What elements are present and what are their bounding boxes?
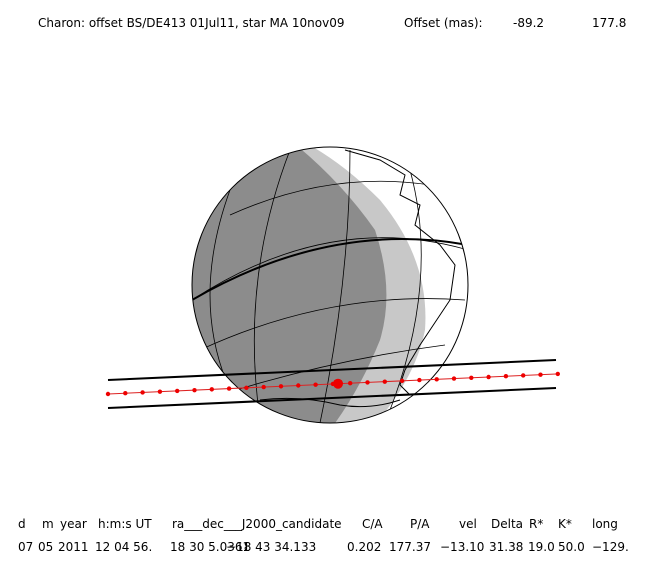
table-cell: −18 43 34.133: [226, 540, 316, 554]
centerline-dots: [105, 371, 560, 397]
path-dot: [486, 374, 491, 380]
path-dot: [209, 387, 214, 392]
path-dot: [434, 377, 439, 382]
path-dot: [192, 387, 197, 393]
path-dot: [451, 376, 457, 381]
table-cell: 07: [18, 540, 33, 554]
table-cell: K*: [558, 517, 572, 531]
coastline-south: [259, 397, 401, 408]
globe: [191, 146, 469, 424]
table-cell: 05: [38, 540, 53, 554]
path-dot: [399, 378, 405, 384]
table-cell: 18 30 5.0361: [170, 540, 250, 554]
night-side: [192, 147, 387, 423]
path-dot: [244, 385, 249, 391]
path-dot: [348, 380, 353, 386]
table-cell: −13.10: [440, 540, 484, 554]
path-limit-south: [107, 387, 557, 409]
table-cell: d: [18, 517, 26, 531]
table-cell: long: [592, 517, 618, 531]
path-dot: [555, 371, 560, 377]
path-dot: [123, 391, 128, 396]
path-dot: [365, 380, 370, 385]
table-cell: R*: [529, 517, 543, 531]
path-dot: [278, 384, 284, 389]
table-cell: C/A: [362, 517, 383, 531]
title-row: Charon: offset BS/DE413 01Jul11, star MA…: [38, 16, 626, 30]
path-dot: [521, 373, 526, 378]
path-dot: [105, 391, 111, 397]
path-dot: [140, 390, 145, 395]
path-limit-north: [107, 359, 557, 381]
table-cell: 50.0: [558, 540, 585, 554]
offset-y: 177.8: [592, 16, 626, 30]
table-cell: h:m:s UT: [98, 517, 152, 531]
equator: [192, 238, 468, 301]
table-cell: 0.202: [347, 540, 381, 554]
title: Charon: offset BS/DE413 01Jul11, star MA…: [38, 16, 344, 30]
shadow-path: [105, 359, 560, 409]
table-cell: 2011: [58, 540, 89, 554]
table-cell: 12 04 56.: [95, 540, 152, 554]
offset-x: -89.2: [513, 16, 544, 30]
table-cell: m: [42, 517, 54, 531]
path-dot: [157, 389, 163, 394]
table-cell: ra___dec___J2000_candidate: [172, 517, 342, 531]
path-dot: [417, 377, 422, 383]
path-dot: [538, 372, 543, 377]
table-cell: P/A: [410, 517, 430, 531]
globe-limb: [191, 146, 469, 424]
path-dot: [313, 382, 318, 387]
table-cell: 31.38: [489, 540, 523, 554]
path-dot: [261, 384, 266, 390]
closest-approach: [333, 378, 343, 389]
event-table: d m year h:m:s UT ra___dec___J2000_candidate…: [18, 517, 629, 554]
table-cell: vel: [459, 517, 477, 531]
table-cell: 177.37: [389, 540, 431, 554]
path-dot: [226, 386, 232, 391]
table-cell: 19.0: [528, 540, 555, 554]
table-cell: −129.: [592, 540, 629, 554]
table-cell: year: [60, 517, 87, 531]
path-dot: [175, 388, 180, 394]
path-dot: [503, 374, 509, 379]
offset-label: Offset (mas):: [404, 16, 483, 30]
table-cell: Delta: [491, 517, 523, 531]
path-dot: [469, 375, 474, 380]
path-dot: [382, 379, 387, 384]
path-dot: [296, 383, 301, 388]
